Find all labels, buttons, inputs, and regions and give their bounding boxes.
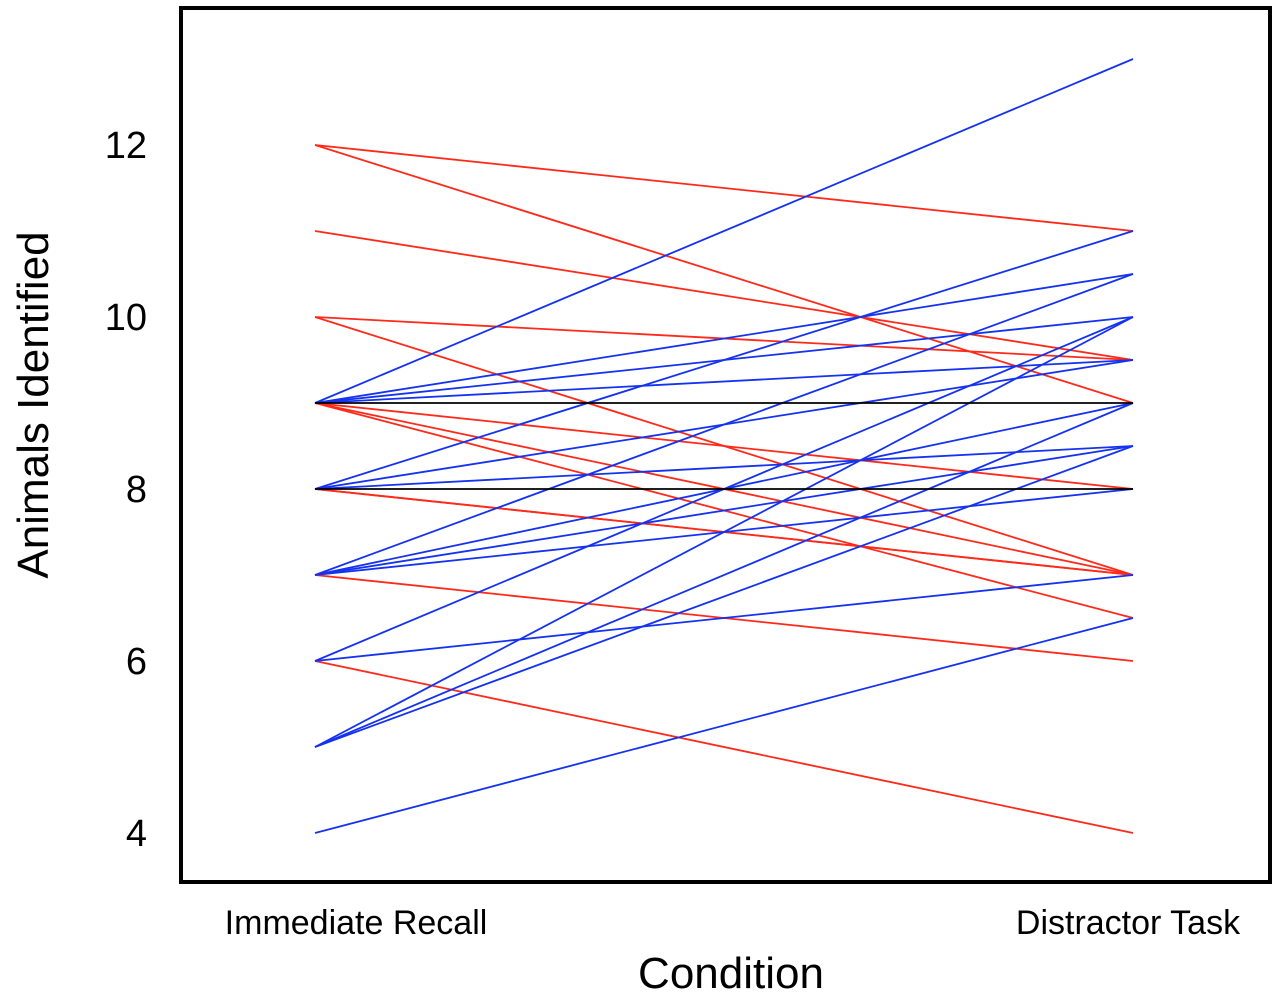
series-line-14 [314, 273, 1134, 404]
series-lines [314, 58, 1134, 834]
series-line-16 [314, 359, 1134, 404]
x-category-labels: Immediate Recall Distractor Task [225, 904, 1241, 942]
y-tick-label: 8 [126, 469, 147, 511]
x-category-label: Distractor Task [1016, 904, 1241, 942]
series-line-28 [314, 445, 1134, 748]
series-line-19 [314, 445, 1134, 490]
y-tick-labels: 4 6 8 10 12 [105, 125, 147, 855]
y-tick-label: 4 [126, 813, 147, 855]
y-tick-label: 6 [126, 641, 147, 683]
series-line-12 [314, 660, 1134, 834]
series-line-1 [314, 144, 1134, 232]
y-axis-title: Animals Identified [9, 231, 58, 578]
series-line-20 [314, 273, 1134, 576]
series-line-6 [314, 402, 1134, 490]
series-line-27 [314, 402, 1134, 748]
series-line-26 [314, 316, 1134, 748]
series-line-17 [314, 230, 1134, 490]
plot-frame [179, 6, 1272, 884]
x-category-label: Immediate Recall [225, 904, 488, 942]
series-line-25 [314, 574, 1134, 662]
x-axis-title: Condition [638, 949, 824, 995]
series-line-3 [314, 230, 1134, 361]
series-line-22 [314, 445, 1134, 576]
series-line-29 [314, 617, 1134, 834]
y-tick-label: 10 [105, 297, 147, 339]
series-line-2 [314, 144, 1134, 404]
series-line-13 [314, 58, 1134, 404]
y-tick-label: 12 [105, 125, 147, 167]
